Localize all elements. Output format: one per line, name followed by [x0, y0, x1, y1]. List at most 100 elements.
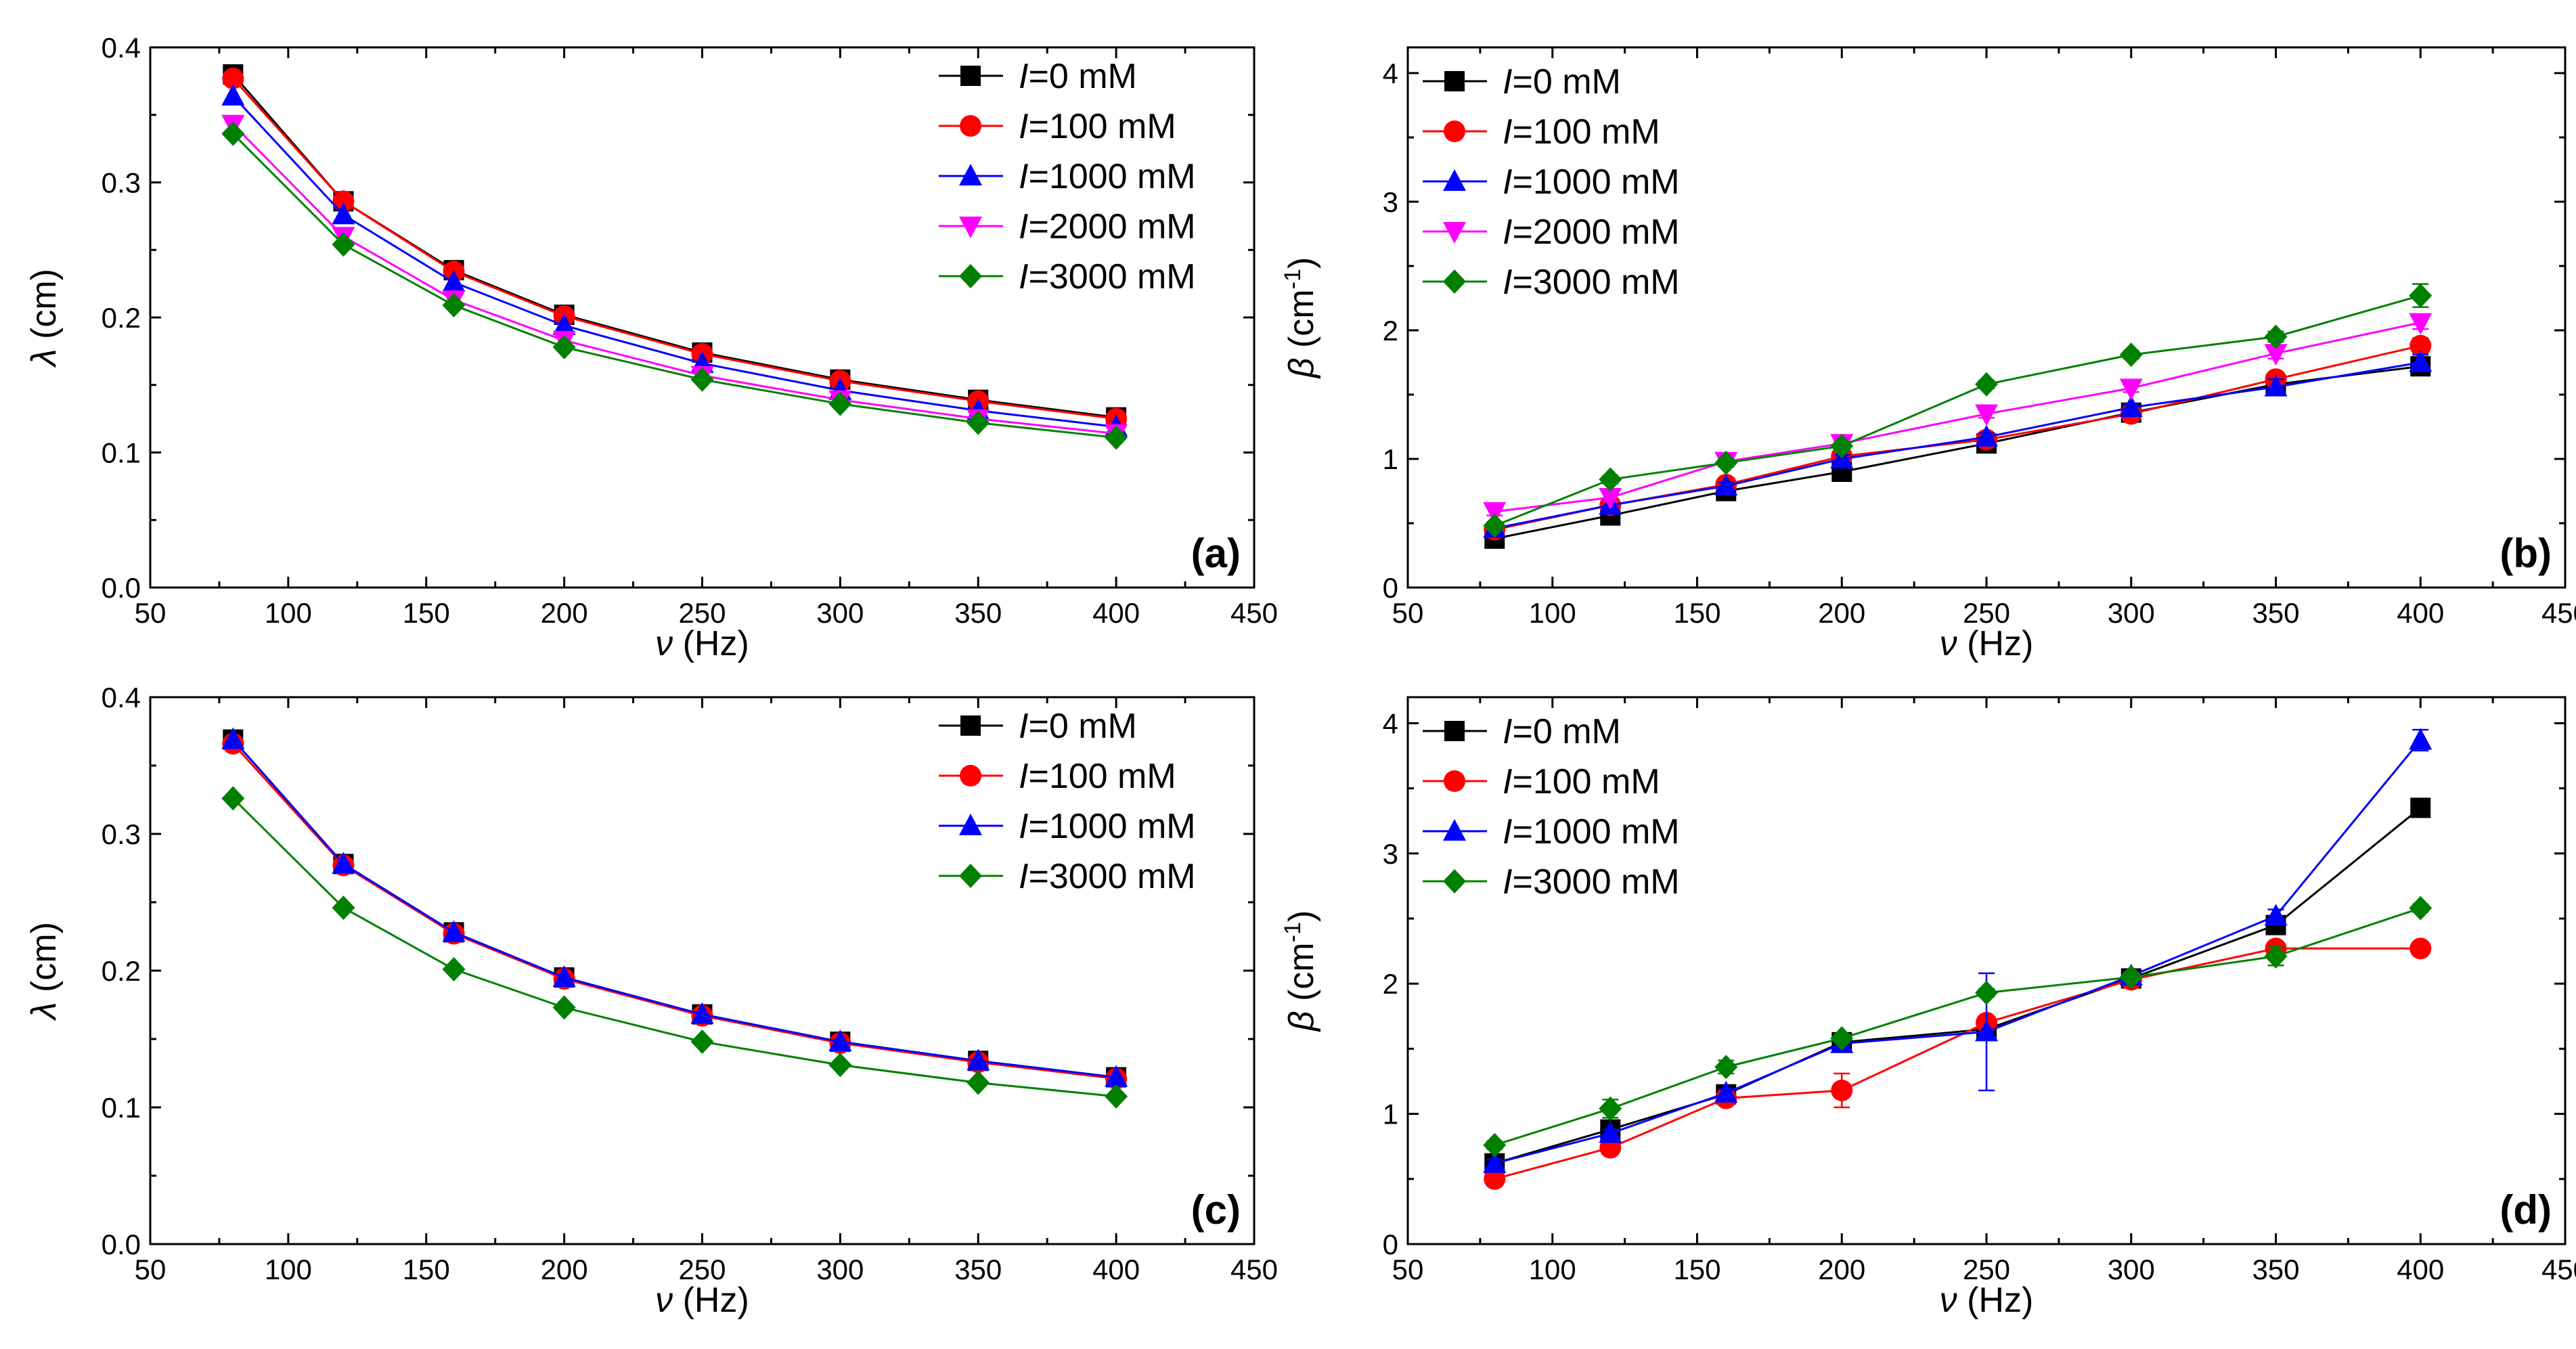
legend-label-symbol: I: [1503, 762, 1512, 801]
y-tick-label: 0.4: [102, 682, 141, 713]
legend-label-symbol: I: [1503, 712, 1512, 751]
legend-label-symbol: I: [1503, 162, 1512, 202]
legend-label: I=100 mM: [1503, 112, 1660, 152]
data-point: [2409, 283, 2433, 308]
x-tick-label: 450: [2541, 597, 2576, 629]
data-point: [1105, 425, 1128, 450]
y-axis-symbol: λ: [24, 349, 64, 368]
data-point: [828, 1053, 852, 1078]
legend-label-value: =100 mM: [1512, 762, 1660, 801]
legend-label-value: =0 mM: [1028, 57, 1136, 96]
legend-label: I=1000 mM: [1019, 157, 1196, 196]
data-point: [690, 1030, 714, 1055]
y-axis-symbol: β: [1282, 1011, 1321, 1032]
data-point: [1483, 513, 1507, 538]
data-point: [332, 202, 355, 225]
legend-marker: [1443, 222, 1466, 244]
data-point: [1831, 1079, 1853, 1101]
data-point: [442, 293, 466, 318]
y-tick-label: 0: [1383, 1229, 1398, 1260]
series-3000mM: [1483, 283, 2433, 538]
legend-label: I=0 mM: [1503, 712, 1621, 751]
data-point: [332, 852, 355, 874]
data-point: [967, 1048, 990, 1071]
x-tick-label: 300: [2108, 1254, 2155, 1285]
x-tick-label: 150: [403, 1254, 450, 1285]
legend-label: I=1000 mM: [1503, 812, 1680, 852]
x-tick-label: 300: [2108, 597, 2155, 629]
series-3000mM: [221, 786, 1128, 1109]
x-tick-label: 50: [1392, 1254, 1424, 1285]
legend-label: I=2000 mM: [1019, 207, 1196, 246]
x-tick-label: 250: [678, 1254, 726, 1285]
data-point: [552, 995, 576, 1020]
legend-marker: [1444, 120, 1465, 142]
y-tick-label: 0.0: [102, 572, 141, 604]
data-point: [1830, 434, 1854, 458]
x-tick-label: 450: [2541, 1254, 2576, 1285]
legend-label-symbol: I: [1019, 57, 1028, 96]
x-axis-symbol: ν: [1940, 1281, 1957, 1320]
x-tick-label: 350: [2252, 597, 2299, 629]
data-point: [1105, 1084, 1128, 1109]
legend: I=0 mMI=100 mMI=1000 mMI=3000 mM: [1423, 712, 1680, 902]
legend-marker: [959, 814, 982, 835]
x-tick-label: 450: [1230, 1254, 1278, 1285]
data-point: [1484, 1168, 1506, 1190]
y-axis-label: λ (cm): [24, 269, 64, 368]
legend-label-symbol: I: [1503, 213, 1512, 252]
legend-label-symbol: I: [1503, 112, 1512, 152]
data-point: [690, 1002, 714, 1024]
x-tick-label: 100: [1529, 1254, 1576, 1285]
legend-marker: [960, 115, 981, 137]
data-point: [2264, 374, 2288, 397]
y-tick-label: 2: [1383, 968, 1398, 1000]
y-tick-label: 0.1: [102, 1092, 141, 1124]
series-0mM: [1484, 797, 2431, 1174]
legend-label-symbol: I: [1019, 257, 1028, 296]
y-axis-unit-exponent: -1: [1280, 269, 1306, 289]
x-tick-label: 400: [1092, 597, 1140, 629]
x-tick-label: 200: [1818, 597, 1865, 629]
x-axis-label: ν (Hz): [1940, 624, 2034, 663]
data-point: [2264, 904, 2288, 926]
series-line: [232, 123, 1117, 435]
series-line: [232, 95, 1117, 428]
y-axis-unit-close: ): [1282, 910, 1321, 922]
legend-label-value: =2000 mM: [1028, 207, 1195, 246]
y-tick-label: 0.3: [102, 167, 141, 199]
data-point: [221, 727, 245, 749]
y-tick-label: 0.4: [102, 32, 141, 64]
x-axis-unit: (Hz): [673, 624, 749, 663]
legend-label-value: =100 mM: [1512, 112, 1660, 152]
x-axis-symbol: ν: [1940, 624, 1957, 663]
y-tick-label: 0.2: [102, 302, 141, 334]
x-tick-label: 350: [954, 1254, 1002, 1285]
series-line: [232, 738, 1117, 1079]
series-3000mM: [221, 121, 1128, 450]
data-point: [552, 965, 576, 988]
data-point: [828, 391, 852, 416]
legend-label: I=3000 mM: [1019, 857, 1196, 896]
data-point: [1714, 450, 1738, 475]
data-point: [2409, 895, 2433, 921]
y-axis-unit-exponent: -1: [1280, 922, 1306, 942]
panel-label: (c): [1191, 1187, 1241, 1233]
series-line: [1494, 365, 2421, 540]
legend-label-value: =1000 mM: [1512, 162, 1679, 202]
legend-label-value: =0 mM: [1512, 712, 1620, 751]
legend-label: I=3000 mM: [1503, 862, 1680, 902]
legend-label-value: =0 mM: [1028, 707, 1136, 746]
series-line: [1494, 739, 2422, 1165]
x-tick-label: 100: [1529, 597, 1576, 629]
series-line: [1494, 907, 2421, 1147]
x-tick-label: 350: [2252, 1254, 2299, 1285]
series-2000mM: [221, 114, 1128, 446]
legend-marker: [1444, 770, 1465, 792]
data-point: [2119, 342, 2143, 368]
data-point: [221, 121, 245, 146]
panel-d: 50 100 150 200 250 300 350 400 450 0 1 2 3 4 ν (Hz) β (…: [1280, 696, 2576, 1320]
data-point: [2409, 313, 2433, 335]
legend-marker: [960, 765, 981, 787]
